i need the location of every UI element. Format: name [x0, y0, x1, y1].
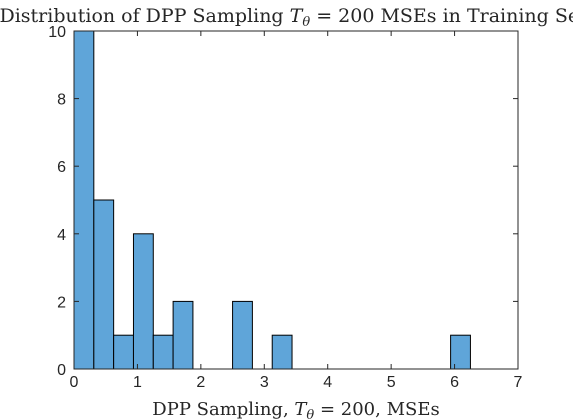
histogram-bar-3	[132, 233, 154, 370]
x-axis-label-text: DPP Sampling, Tθ = 200, MSEs	[152, 399, 439, 420]
y-tick-label: 6	[57, 159, 66, 176]
y-tick-label: 10	[48, 24, 66, 41]
y-tick-label: 4	[57, 227, 66, 244]
histogram-bar-1	[93, 199, 115, 370]
x-tick-label: 7	[514, 374, 523, 391]
x-tick-label: 1	[133, 374, 142, 391]
x-tick-label: 3	[260, 374, 269, 391]
axes-box	[73, 30, 519, 370]
bars-group	[73, 30, 471, 370]
histogram-bar-4	[152, 334, 174, 370]
chart-title: Distribution of DPP Sampling Tθ = 200 MS…	[0, 5, 573, 30]
x-tick-label: 5	[387, 374, 396, 391]
ticks-group: 0 1 2 3 4 5 6 7 0 2 4 6 8 10	[48, 24, 522, 391]
histogram-bar-5	[172, 300, 194, 370]
y-tick-label: 2	[57, 294, 66, 311]
x-tick-label: 2	[196, 374, 205, 391]
x-tick-label: 0	[70, 374, 79, 391]
x-axis-label: DPP Sampling, Tθ = 200, MSEs	[152, 399, 439, 420]
x-tick-label: 6	[450, 374, 459, 391]
y-tick-label: 8	[57, 92, 66, 109]
histogram-bar-8	[450, 334, 471, 370]
x-tick-label: 4	[323, 374, 332, 391]
y-tick-label: 0	[57, 362, 66, 379]
chart-title-text: Distribution of DPP Sampling Tθ = 200 MS…	[0, 5, 573, 30]
histogram-bar-7	[271, 334, 293, 370]
histogram-bar-0	[73, 30, 95, 370]
histogram-bar-2	[113, 334, 134, 370]
histogram-bar-6	[232, 300, 253, 370]
